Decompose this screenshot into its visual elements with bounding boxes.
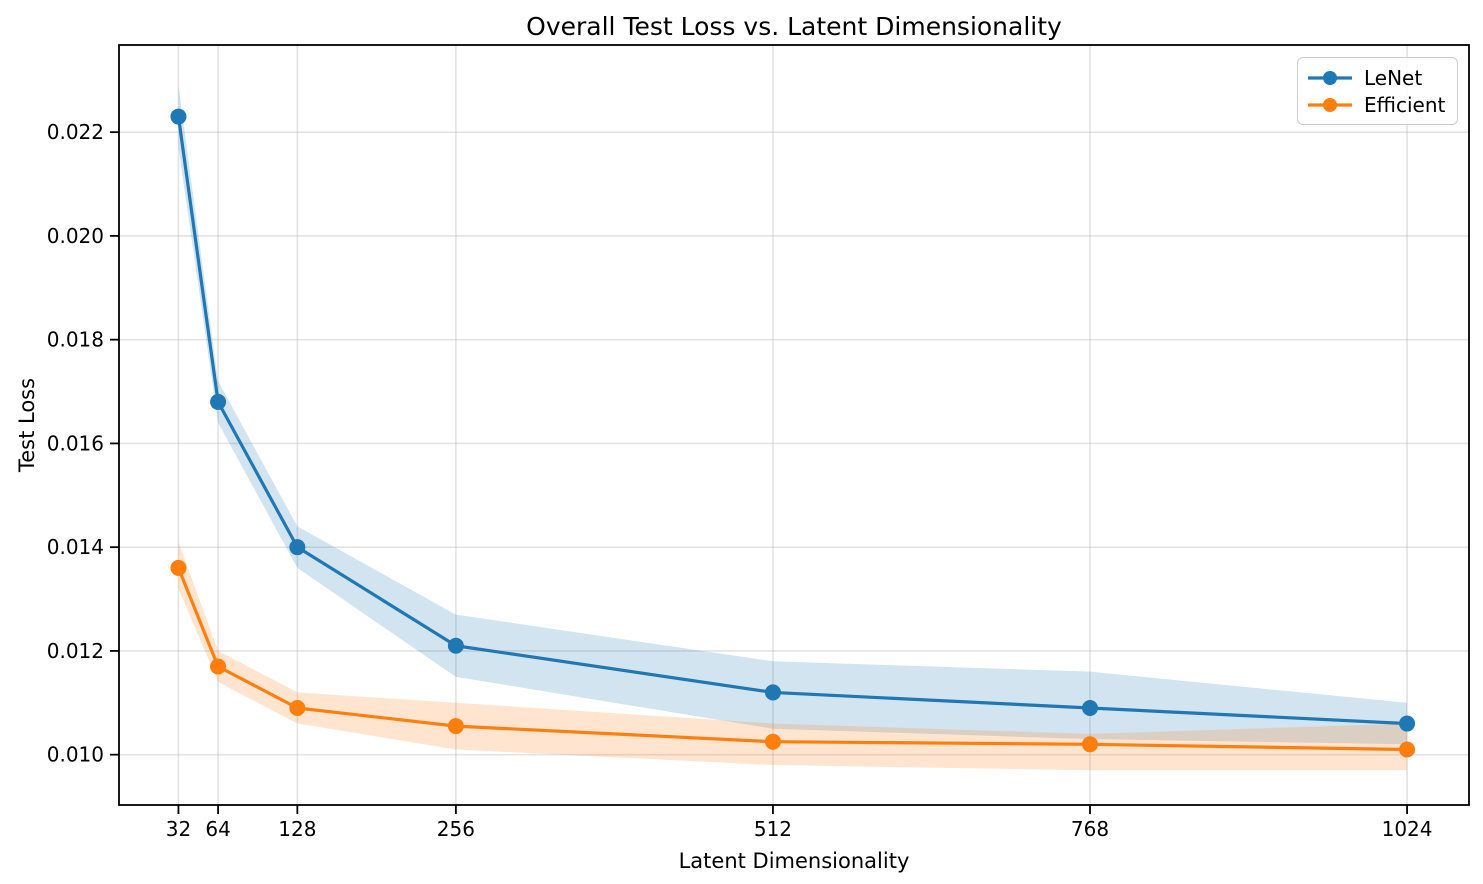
legend-item-label: LeNet: [1364, 65, 1423, 90]
legend: LeNet Efficient: [1297, 57, 1458, 125]
y-tick-labels: 0.010 0.012 0.014 0.016 0.018 0.020 0.022: [47, 120, 119, 767]
plot-spines: [118, 44, 1470, 806]
y-tick-label: 0.022: [47, 120, 104, 144]
y-tick-label: 0.018: [47, 328, 104, 352]
x-tick-label: 512: [754, 817, 792, 841]
y-axis-label: Test Loss: [15, 377, 39, 473]
x-tick-label: 128: [278, 817, 316, 841]
x-axis-label: Latent Dimensionality: [678, 849, 910, 873]
y-tick-label: 0.014: [47, 535, 104, 559]
x-tick-label: 1024: [1382, 817, 1433, 841]
y-tick-label: 0.016: [47, 431, 104, 455]
y-tick-label: 0.012: [47, 639, 104, 663]
chart-title: Overall Test Loss vs. Latent Dimensional…: [526, 12, 1062, 41]
series-markers-efficient: [170, 559, 1416, 758]
x-tick-label: 32: [166, 817, 191, 841]
y-tick-label: 0.010: [47, 743, 104, 767]
series-band-efficient: [178, 541, 1408, 771]
legend-item-efficient: Efficient: [1306, 91, 1449, 118]
legend-item-lenet: LeNet: [1306, 64, 1449, 91]
x-tick-label: 768: [1071, 817, 1109, 841]
legend-item-label: Efficient: [1364, 92, 1446, 117]
series-markers-lenet: [170, 108, 1416, 732]
series-band-lenet: [178, 85, 1408, 745]
x-tick-labels: 32 64 128 256 512 768 1024: [166, 805, 1433, 841]
x-tick-label: 64: [205, 817, 230, 841]
legend-line-icon: [1308, 70, 1352, 85]
y-tick-label: 0.020: [47, 224, 104, 248]
series-line-lenet: [176, 116, 1408, 726]
x-tick-label: 256: [437, 817, 475, 841]
gridlines: [119, 45, 1469, 805]
legend-line-icon: [1308, 97, 1352, 112]
